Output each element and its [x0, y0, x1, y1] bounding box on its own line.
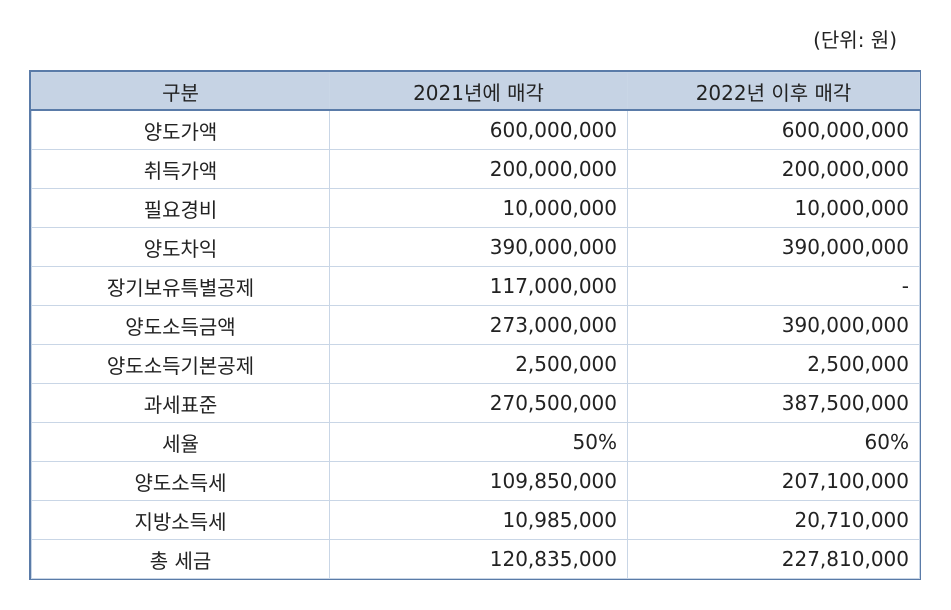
row-label: 필요경비	[31, 188, 330, 228]
table-row: 총 세금 120,835,000 227,810,000	[31, 539, 920, 579]
tax-comparison-table: 구분 2021년에 매각 2022년 이후 매각 양도가액 600,000,000…	[29, 70, 921, 580]
value-2021: 390,000,000	[329, 227, 628, 267]
header-2021-sale: 2021년에 매각	[329, 72, 628, 111]
table-row: 양도소득금액 273,000,000 390,000,000	[31, 305, 920, 345]
value-2021: 2,500,000	[329, 344, 628, 384]
row-label: 양도소득세	[31, 461, 330, 501]
row-label: 총 세금	[31, 539, 330, 579]
value-2021: 10,000,000	[329, 188, 628, 228]
value-2022: 600,000,000	[627, 109, 920, 150]
table-row: 양도차익 390,000,000 390,000,000	[31, 227, 920, 267]
value-2022: -	[627, 266, 920, 306]
value-2021: 50%	[329, 422, 628, 462]
table-row: 과세표준 270,500,000 387,500,000	[31, 383, 920, 423]
value-2021: 117,000,000	[329, 266, 628, 306]
table-row: 양도소득기본공제 2,500,000 2,500,000	[31, 344, 920, 384]
value-2022: 200,000,000	[627, 149, 920, 189]
header-2022-sale: 2022년 이후 매각	[627, 72, 920, 111]
value-2022: 390,000,000	[627, 227, 920, 267]
value-2021: 10,985,000	[329, 500, 628, 540]
table-row: 취득가액 200,000,000 200,000,000	[31, 149, 920, 189]
value-2021: 109,850,000	[329, 461, 628, 501]
value-2022: 387,500,000	[627, 383, 920, 423]
unit-label: (단위: 원)	[813, 28, 897, 52]
value-2022: 227,810,000	[627, 539, 920, 579]
row-label: 취득가액	[31, 149, 330, 189]
table-row: 양도가액 600,000,000 600,000,000	[31, 109, 920, 150]
header-category: 구분	[31, 72, 330, 111]
row-label: 장기보유특별공제	[31, 266, 330, 306]
value-2021: 200,000,000	[329, 149, 628, 189]
value-2022: 207,100,000	[627, 461, 920, 501]
table-row: 양도소득세 109,850,000 207,100,000	[31, 461, 920, 501]
row-label: 양도소득금액	[31, 305, 330, 345]
row-label: 양도가액	[31, 109, 330, 150]
value-2022: 2,500,000	[627, 344, 920, 384]
table-row: 지방소득세 10,985,000 20,710,000	[31, 500, 920, 540]
value-2021: 273,000,000	[329, 305, 628, 345]
row-label: 세율	[31, 422, 330, 462]
row-label: 양도소득기본공제	[31, 344, 330, 384]
value-2021: 120,835,000	[329, 539, 628, 579]
value-2022: 60%	[627, 422, 920, 462]
row-label: 양도차익	[31, 227, 330, 267]
row-label: 과세표준	[31, 383, 330, 423]
table-row: 필요경비 10,000,000 10,000,000	[31, 188, 920, 228]
value-2022: 20,710,000	[627, 500, 920, 540]
value-2022: 390,000,000	[627, 305, 920, 345]
value-2022: 10,000,000	[627, 188, 920, 228]
value-2021: 600,000,000	[329, 109, 628, 150]
row-label: 지방소득세	[31, 500, 330, 540]
table-row: 장기보유특별공제 117,000,000-	[31, 266, 920, 306]
table-header-row: 구분 2021년에 매각 2022년 이후 매각	[31, 72, 920, 111]
table-row: 세율 50% 60%	[31, 422, 920, 462]
value-2021: 270,500,000	[329, 383, 628, 423]
